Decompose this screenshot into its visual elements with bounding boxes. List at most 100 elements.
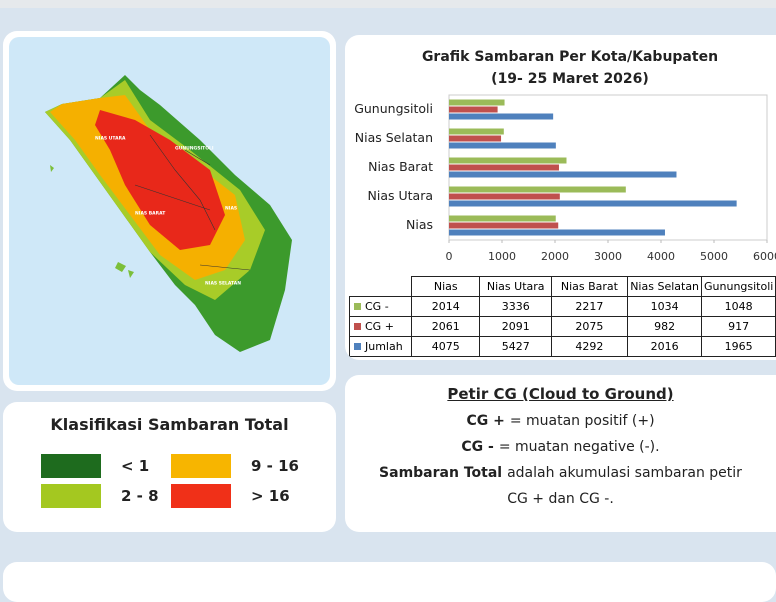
row-label: CG + [348,316,413,337]
info-title: Petir CG (Cloud to Ground) [447,385,674,403]
chart-subtitle: (19- 25 Maret 2026) [491,71,649,87]
y-tick-label: Nias Selatan [355,130,433,145]
map-label: NIAS [225,206,237,212]
row-label: Jumlah [348,336,413,357]
chart: Grafik Sambaran Per Kota/Kabupaten (19- … [354,49,776,263]
borders [134,134,251,271]
x-tick-label: 3000 [594,250,622,263]
bar [449,113,554,120]
legend-label: 9 - 16 [251,457,299,475]
info-text: = muatan positif (+) [509,413,655,429]
table-cell: 2016 [626,336,703,357]
info-line: CG + dan CG -. [345,491,776,507]
legend-swatch [354,343,361,350]
map: NIAS UTARA GUNUNGSITOLI NIAS BARAT NIAS NIAS… [9,37,330,385]
header-cell: Nias Selatan [626,276,703,297]
header-cell: Nias [411,276,481,297]
bar [449,229,665,236]
row-label: CG - [348,296,413,317]
x-tick-label: 1000 [488,250,516,263]
x-tick-label: 6000 [753,250,776,263]
bar [449,99,505,106]
legend-swatch [354,303,361,310]
legend-panel: Klasifikasi Sambaran Total < 1 9 - 16 2 - … [3,402,336,532]
table-header: Nias Nias Utara Nias Barat Nias Selatan Gunu… [350,276,776,297]
legend-label: > 16 [251,487,290,505]
table-cell: 2075 [550,316,628,337]
info-text: = muatan negative (-). [498,439,660,455]
x-tick-label: 4000 [647,250,675,263]
legend-swatch [171,454,231,478]
y-tick-label: Nias [406,217,433,232]
bar [449,222,559,229]
table-row: Jumlah 4075 5427 4292 2016 1965 [348,336,776,357]
top-strip [0,0,776,8]
info-term: Sambaran Total [379,465,503,481]
legend-label: < 1 [121,457,150,475]
y-tick-label: Gunungsitoli [354,101,433,116]
map-label: NIAS UTARA [95,136,126,142]
x-tick-label: 5000 [700,250,728,263]
info-line: CG - = muatan negative (-). [345,439,776,455]
info-text: CG + dan CG -. [507,491,614,507]
bar [449,135,502,142]
map-label: NIAS BARAT [135,211,166,217]
table-cell: 2061 [411,316,481,337]
bar [449,171,677,178]
bar [449,200,737,207]
bar [449,128,504,135]
legend-label: 2 - 8 [121,487,159,505]
table-cell: 2217 [550,296,628,317]
table-cell: 4292 [550,336,628,357]
legend-swatch [41,484,101,508]
map-label: GUNUNGSITOLI [175,146,214,152]
legend-swatch [171,484,231,508]
table-cell: 1965 [701,336,776,357]
table-row: CG + 2061 2091 2075 982 917 [348,316,776,337]
info-panel: Petir CG (Cloud to Ground) CG + = muatan … [345,375,776,532]
legend-swatch [354,323,361,330]
header-cell: Nias Utara [479,276,552,297]
table-cell: 1048 [701,296,776,317]
bar [449,157,567,164]
x-tick-label: 2000 [541,250,569,263]
bar [449,142,556,149]
legend-label: CG - [365,300,389,313]
bottom-panel [3,562,776,602]
table-cell: 5427 [479,336,552,357]
bar [449,193,560,200]
map-panel: NIAS UTARA GUNUNGSITOLI NIAS BARAT NIAS NIAS… [3,31,336,391]
table-cell: 1034 [626,296,703,317]
info-text: adalah akumulasi sambaran petir [507,465,742,481]
bar [449,186,626,193]
info-line: Sambaran Total adalah akumulasi sambaran … [345,465,776,481]
x-tick-label: 0 [446,250,453,263]
legend-label: Jumlah [365,340,403,353]
chart-title: Grafik Sambaran Per Kota/Kabupaten [422,49,718,65]
legend-title: Klasifikasi Sambaran Total [50,415,289,434]
corner-cell [350,277,412,297]
info-term: CG - [461,439,494,455]
bar [449,106,498,113]
y-tick-label: Nias Barat [368,159,433,174]
header-cell: Gunungsitoli [701,276,776,297]
bar [449,215,556,222]
bar [449,164,559,171]
table-cell: 2014 [411,296,481,317]
table-cell: 4075 [411,336,481,357]
table-cell: 982 [626,316,703,337]
table-cell: 2091 [479,316,552,337]
info-line: CG + = muatan positif (+) [345,413,776,429]
info-term: CG + [466,413,505,429]
y-tick-label: Nias Utara [368,188,433,203]
table-cell: 917 [701,316,776,337]
table-cell: 3336 [479,296,552,317]
legend-label: CG + [365,320,394,333]
data-table: Nias Nias Utara Nias Barat Nias Selatan Gunu… [348,276,776,357]
legend-swatch [41,454,101,478]
chart-panel: Grafik Sambaran Per Kota/Kabupaten (19- … [345,35,776,360]
table-row: CG - 2014 3336 2217 1034 1048 [348,296,776,317]
header-cell: Nias Barat [550,276,628,297]
map-label: NIAS SELATAN [205,281,241,287]
